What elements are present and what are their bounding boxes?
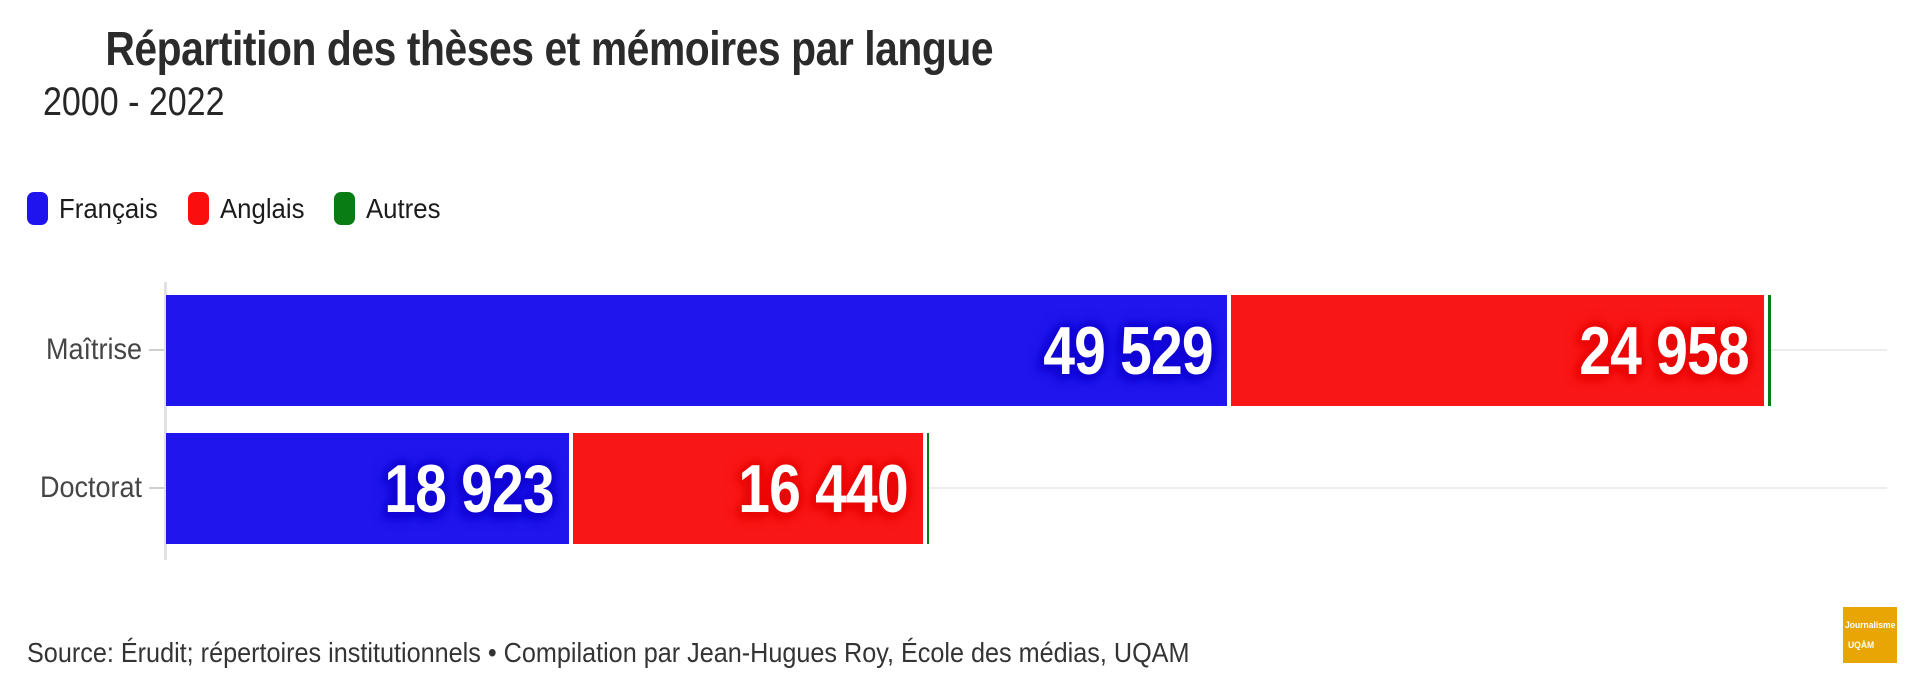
legend-swatch-autres-icon: [334, 192, 356, 225]
badge-line-2: UQÀM: [1848, 639, 1875, 650]
value-label-francais-doctorat: 18 923: [384, 450, 555, 527]
bar-segment-autres-doctorat: [926, 433, 930, 544]
bar-segment-anglais-doctorat: 16 440: [573, 433, 927, 544]
axis-tick: [149, 487, 166, 489]
bar-row-doctorat: 18 923 16 440: [166, 433, 1887, 544]
legend-swatch-anglais-icon: [188, 192, 210, 225]
bar-segment-anglais-maitrise: 24 958: [1231, 295, 1769, 406]
legend: Français Anglais Autres: [27, 192, 469, 225]
bar-segment-francais-doctorat: 18 923: [166, 433, 574, 544]
bar-segment-autres-maitrise: [1768, 295, 1772, 406]
category-label-doctorat: Doctorat: [39, 471, 142, 504]
value-label-anglais-maitrise: 24 958: [1579, 312, 1751, 389]
badge-line-1: Journalisme: [1845, 619, 1896, 630]
chart-title: Répartition des thèses et mémoires par l…: [105, 23, 994, 76]
axis-tick: [149, 349, 166, 351]
journalisme-uqam-badge: Journalisme UQÀM: [1843, 607, 1897, 663]
bar-row-maitrise: 49 529 24 958: [166, 295, 1887, 406]
legend-item-autres: Autres: [334, 192, 447, 225]
legend-swatch-francais-icon: [27, 192, 48, 225]
legend-item-anglais: Anglais: [188, 192, 312, 225]
chart-subtitle: 2000 - 2022: [43, 80, 225, 124]
category-label-maitrise: Maîtrise: [45, 333, 142, 366]
legend-label-autres: Autres: [366, 192, 441, 224]
legend-item-francais: Français: [27, 192, 166, 225]
bar-segment-francais-maitrise: 49 529: [166, 295, 1232, 406]
source-line: Source: Érudit; répertoires institutionn…: [27, 637, 1190, 668]
value-label-anglais-doctorat: 16 440: [737, 450, 909, 527]
value-label-francais-maitrise: 49 529: [1042, 312, 1214, 389]
legend-label-anglais: Anglais: [220, 192, 305, 224]
y-axis-line: [164, 282, 167, 560]
row-gridline: [166, 487, 1887, 489]
plot-area: 49 529 24 958 18 923 16 440: [149, 282, 1887, 560]
legend-label-francais: Français: [59, 192, 158, 224]
